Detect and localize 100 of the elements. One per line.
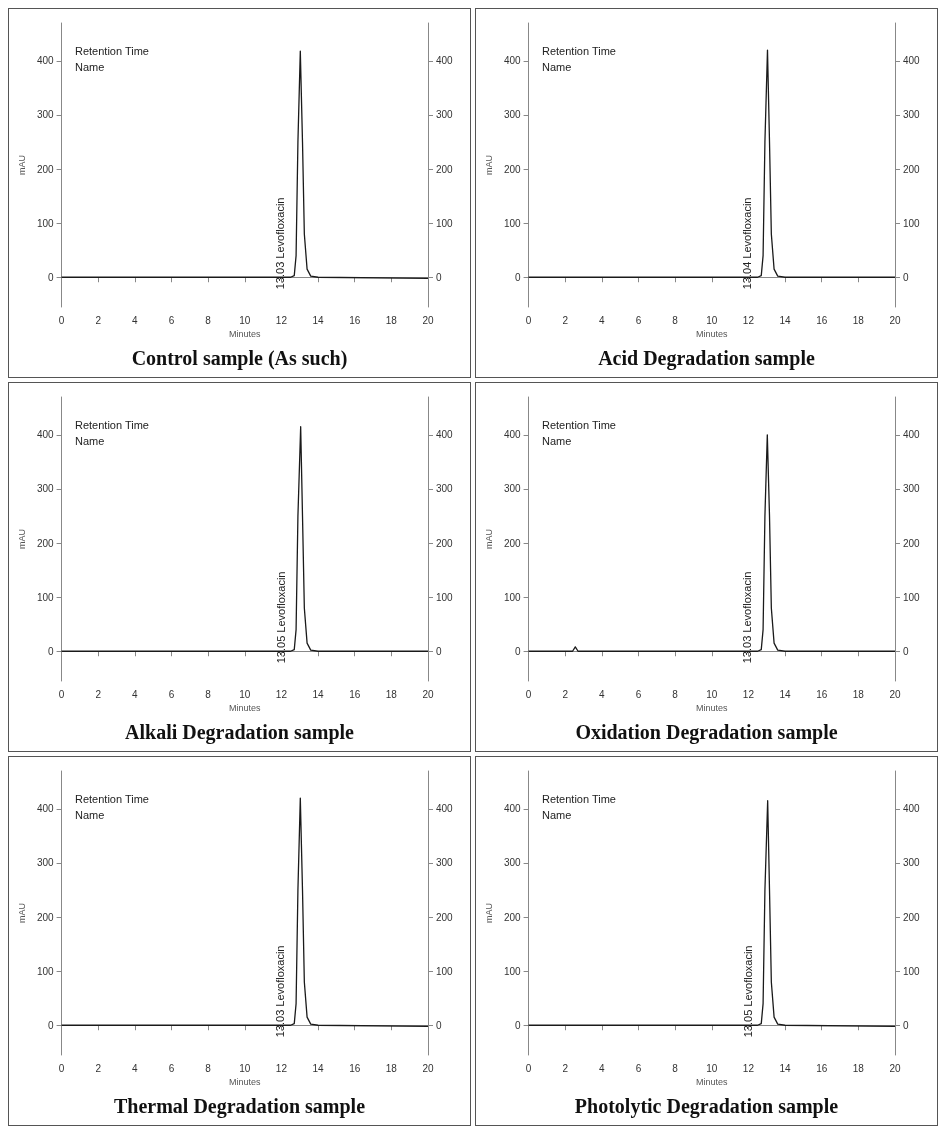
y-tick-label: 200 bbox=[36, 163, 55, 175]
x-axis-title: Minutes bbox=[229, 1077, 262, 1088]
y-tick-label: 300 bbox=[503, 109, 522, 121]
annotation: Retention Time bbox=[75, 44, 149, 57]
x-tick-label: 20 bbox=[889, 688, 901, 700]
x-tick-label: 2 bbox=[562, 314, 569, 326]
x-tick-label: 16 bbox=[349, 314, 361, 326]
x-tick-label: 20 bbox=[422, 1062, 434, 1074]
y-tick-label: 200 bbox=[36, 911, 55, 923]
x-tick-label: 4 bbox=[599, 1062, 606, 1074]
x-tick-label: 0 bbox=[58, 314, 65, 326]
x-tick-label: 12 bbox=[742, 314, 755, 326]
text: Thermal Degradation sample bbox=[113, 1095, 366, 1118]
y2-tick-label: 200 bbox=[436, 537, 454, 549]
y-tick-label: 400 bbox=[503, 803, 522, 815]
x-tick-label: 4 bbox=[599, 688, 606, 700]
y-tick-label: 300 bbox=[36, 483, 55, 495]
x-axis-title: Minutes bbox=[696, 703, 729, 714]
y2-tick-label: 400 bbox=[903, 429, 921, 441]
x-tick-label: 10 bbox=[239, 314, 251, 326]
x-tick-label: 2 bbox=[95, 1062, 102, 1074]
x-tick-label: 6 bbox=[168, 314, 175, 326]
y-tick-label: 0 bbox=[48, 645, 55, 657]
x-tick-label: 4 bbox=[132, 1062, 139, 1074]
x-tick-label: 20 bbox=[422, 314, 434, 326]
x-tick-label: 18 bbox=[852, 1062, 865, 1074]
y-tick-label: 300 bbox=[36, 857, 55, 869]
x-tick-label: 18 bbox=[852, 688, 865, 700]
annotation: Name bbox=[542, 434, 572, 447]
y2-tick-label: 200 bbox=[436, 911, 454, 923]
x-tick-label: 18 bbox=[852, 314, 865, 326]
y-tick-label: 0 bbox=[48, 1019, 55, 1031]
x-tick-label: 4 bbox=[599, 314, 606, 326]
x-tick-label: 12 bbox=[742, 1062, 755, 1074]
y2-tick-label: 300 bbox=[436, 109, 454, 121]
x-tick-label: 6 bbox=[635, 688, 642, 700]
x-tick-label: 14 bbox=[312, 1062, 325, 1074]
x-tick-label: 8 bbox=[205, 1062, 212, 1074]
x-tick-label: 20 bbox=[889, 314, 901, 326]
y2-tick-label: 0 bbox=[903, 645, 909, 657]
x-tick-label: 18 bbox=[385, 688, 398, 700]
y-axis-title: mAU bbox=[483, 155, 494, 175]
y2-tick-label: 400 bbox=[436, 803, 454, 815]
y-axis-title: mAU bbox=[16, 903, 27, 923]
x-tick-label: 16 bbox=[349, 688, 361, 700]
y-axis-title: mAU bbox=[483, 529, 494, 549]
x-tick-label: 0 bbox=[58, 688, 65, 700]
y-tick-label: 0 bbox=[515, 645, 522, 657]
x-tick-label: 8 bbox=[205, 314, 212, 326]
annotation: Name bbox=[75, 808, 105, 821]
x-tick-label: 20 bbox=[889, 1062, 901, 1074]
x-tick-label: 6 bbox=[168, 1062, 175, 1074]
y2-tick-label: 200 bbox=[903, 537, 921, 549]
y2-tick-label: 300 bbox=[436, 483, 454, 495]
y-tick-label: 400 bbox=[36, 55, 55, 67]
y2-tick-label: 300 bbox=[903, 109, 921, 121]
x-tick-label: 16 bbox=[816, 688, 828, 700]
y2-tick-label: 0 bbox=[436, 1019, 442, 1031]
y2-tick-label: 100 bbox=[903, 217, 921, 229]
y-tick-label: 0 bbox=[515, 271, 522, 283]
y-tick-label: 400 bbox=[36, 803, 55, 815]
x-tick-label: 16 bbox=[816, 1062, 828, 1074]
y-tick-label: 100 bbox=[36, 217, 55, 229]
y2-tick-label: 400 bbox=[903, 803, 921, 815]
annotation: Retention Time bbox=[542, 792, 616, 805]
x-axis-title: Minutes bbox=[696, 329, 729, 340]
x-tick-label: 6 bbox=[635, 1062, 642, 1074]
x-tick-label: 6 bbox=[635, 314, 642, 326]
text: Oxidation Degradation sample bbox=[575, 721, 838, 744]
x-tick-label: 14 bbox=[779, 314, 792, 326]
y-tick-label: 100 bbox=[503, 591, 522, 603]
y-tick-label: 200 bbox=[503, 163, 522, 175]
y2-tick-label: 100 bbox=[436, 965, 454, 977]
y-tick-label: 300 bbox=[503, 857, 522, 869]
y-tick-label: 100 bbox=[36, 965, 55, 977]
y-axis-title: mAU bbox=[16, 529, 27, 549]
annotation: Name bbox=[542, 808, 572, 821]
x-tick-label: 10 bbox=[706, 688, 718, 700]
annotation: Name bbox=[75, 434, 105, 447]
y2-tick-label: 100 bbox=[903, 591, 921, 603]
y2-tick-label: 200 bbox=[903, 911, 921, 923]
annotation: Name bbox=[542, 60, 572, 73]
y2-tick-label: 200 bbox=[436, 163, 454, 175]
y-tick-label: 200 bbox=[503, 537, 522, 549]
annotation: Retention Time bbox=[75, 418, 149, 431]
x-tick-label: 8 bbox=[672, 1062, 679, 1074]
x-tick-label: 14 bbox=[312, 688, 325, 700]
y2-tick-label: 300 bbox=[436, 857, 454, 869]
y2-tick-label: 100 bbox=[903, 965, 921, 977]
x-axis-title: Minutes bbox=[696, 1077, 729, 1088]
annotation: 13.04 Levofloxacin bbox=[741, 197, 754, 290]
annotation: Retention Time bbox=[542, 418, 616, 431]
y2-tick-label: 0 bbox=[436, 271, 442, 283]
y-tick-label: 100 bbox=[36, 591, 55, 603]
x-tick-label: 2 bbox=[95, 688, 102, 700]
text: Control sample (As such) bbox=[131, 347, 348, 370]
y2-tick-label: 400 bbox=[903, 55, 921, 67]
y2-tick-label: 0 bbox=[903, 1019, 909, 1031]
y2-tick-label: 300 bbox=[903, 857, 921, 869]
y2-tick-label: 400 bbox=[436, 55, 454, 67]
